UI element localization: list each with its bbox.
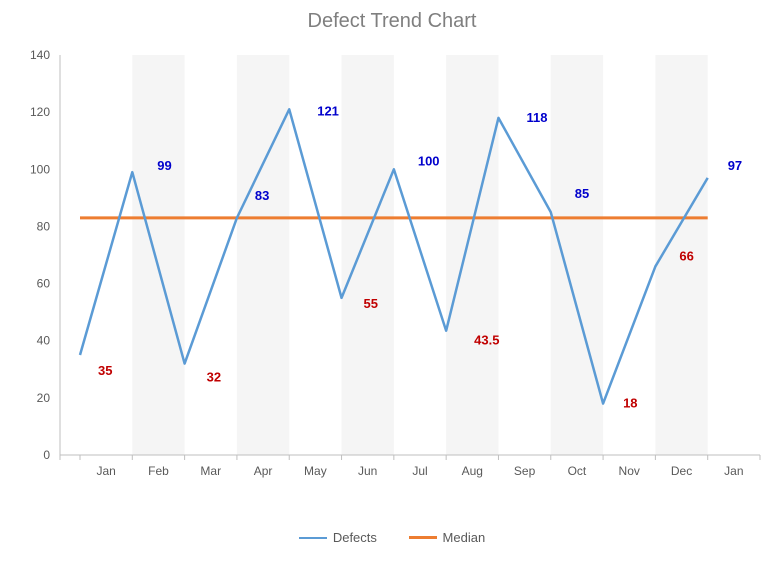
chart-plot: 0 20 40 60 80 100 120 140 Jan Feb Mar Apr May Jun Jul A…	[0, 0, 784, 563]
svg-text:Sep: Sep	[514, 464, 536, 478]
svg-text:60: 60	[37, 277, 51, 291]
svg-text:May: May	[304, 464, 327, 478]
svg-text:18: 18	[623, 396, 637, 411]
svg-text:120: 120	[30, 105, 50, 119]
legend-swatch-defects	[299, 537, 327, 539]
svg-text:Dec: Dec	[671, 464, 692, 478]
svg-text:66: 66	[679, 248, 693, 263]
svg-text:Aug: Aug	[462, 464, 483, 478]
svg-text:Nov: Nov	[619, 464, 640, 478]
svg-text:Jan: Jan	[96, 464, 115, 478]
svg-text:Jul: Jul	[412, 464, 427, 478]
legend-swatch-median	[409, 536, 437, 539]
svg-text:Mar: Mar	[200, 464, 221, 478]
defect-trend-chart: Defect Trend Chart 020406080100120140Jan…	[0, 0, 784, 563]
svg-text:100: 100	[30, 162, 50, 176]
svg-text:140: 140	[30, 48, 50, 62]
svg-text:85: 85	[575, 186, 589, 201]
svg-text:99: 99	[157, 158, 171, 173]
svg-text:20: 20	[37, 391, 51, 405]
svg-text:121: 121	[317, 103, 339, 118]
legend-label-defects: Defects	[333, 530, 377, 545]
legend-item-defects: Defects	[299, 530, 377, 545]
svg-text:32: 32	[207, 370, 221, 385]
svg-text:40: 40	[37, 334, 51, 348]
svg-text:Apr: Apr	[254, 464, 273, 478]
chart-legend: Defects Median	[0, 527, 784, 546]
svg-text:80: 80	[37, 219, 51, 233]
svg-text:100: 100	[418, 153, 440, 168]
svg-text:55: 55	[364, 296, 378, 311]
legend-item-median: Median	[409, 530, 486, 545]
svg-text:Oct: Oct	[568, 464, 587, 478]
svg-text:Jan: Jan	[724, 464, 743, 478]
svg-text:Jun: Jun	[358, 464, 377, 478]
svg-text:43.5: 43.5	[474, 333, 499, 348]
svg-text:97: 97	[728, 158, 742, 173]
svg-text:0: 0	[43, 448, 50, 462]
svg-text:Feb: Feb	[148, 464, 169, 478]
svg-text:35: 35	[98, 363, 112, 378]
svg-text:118: 118	[526, 110, 547, 125]
svg-text:83: 83	[255, 188, 269, 203]
legend-label-median: Median	[443, 530, 486, 545]
